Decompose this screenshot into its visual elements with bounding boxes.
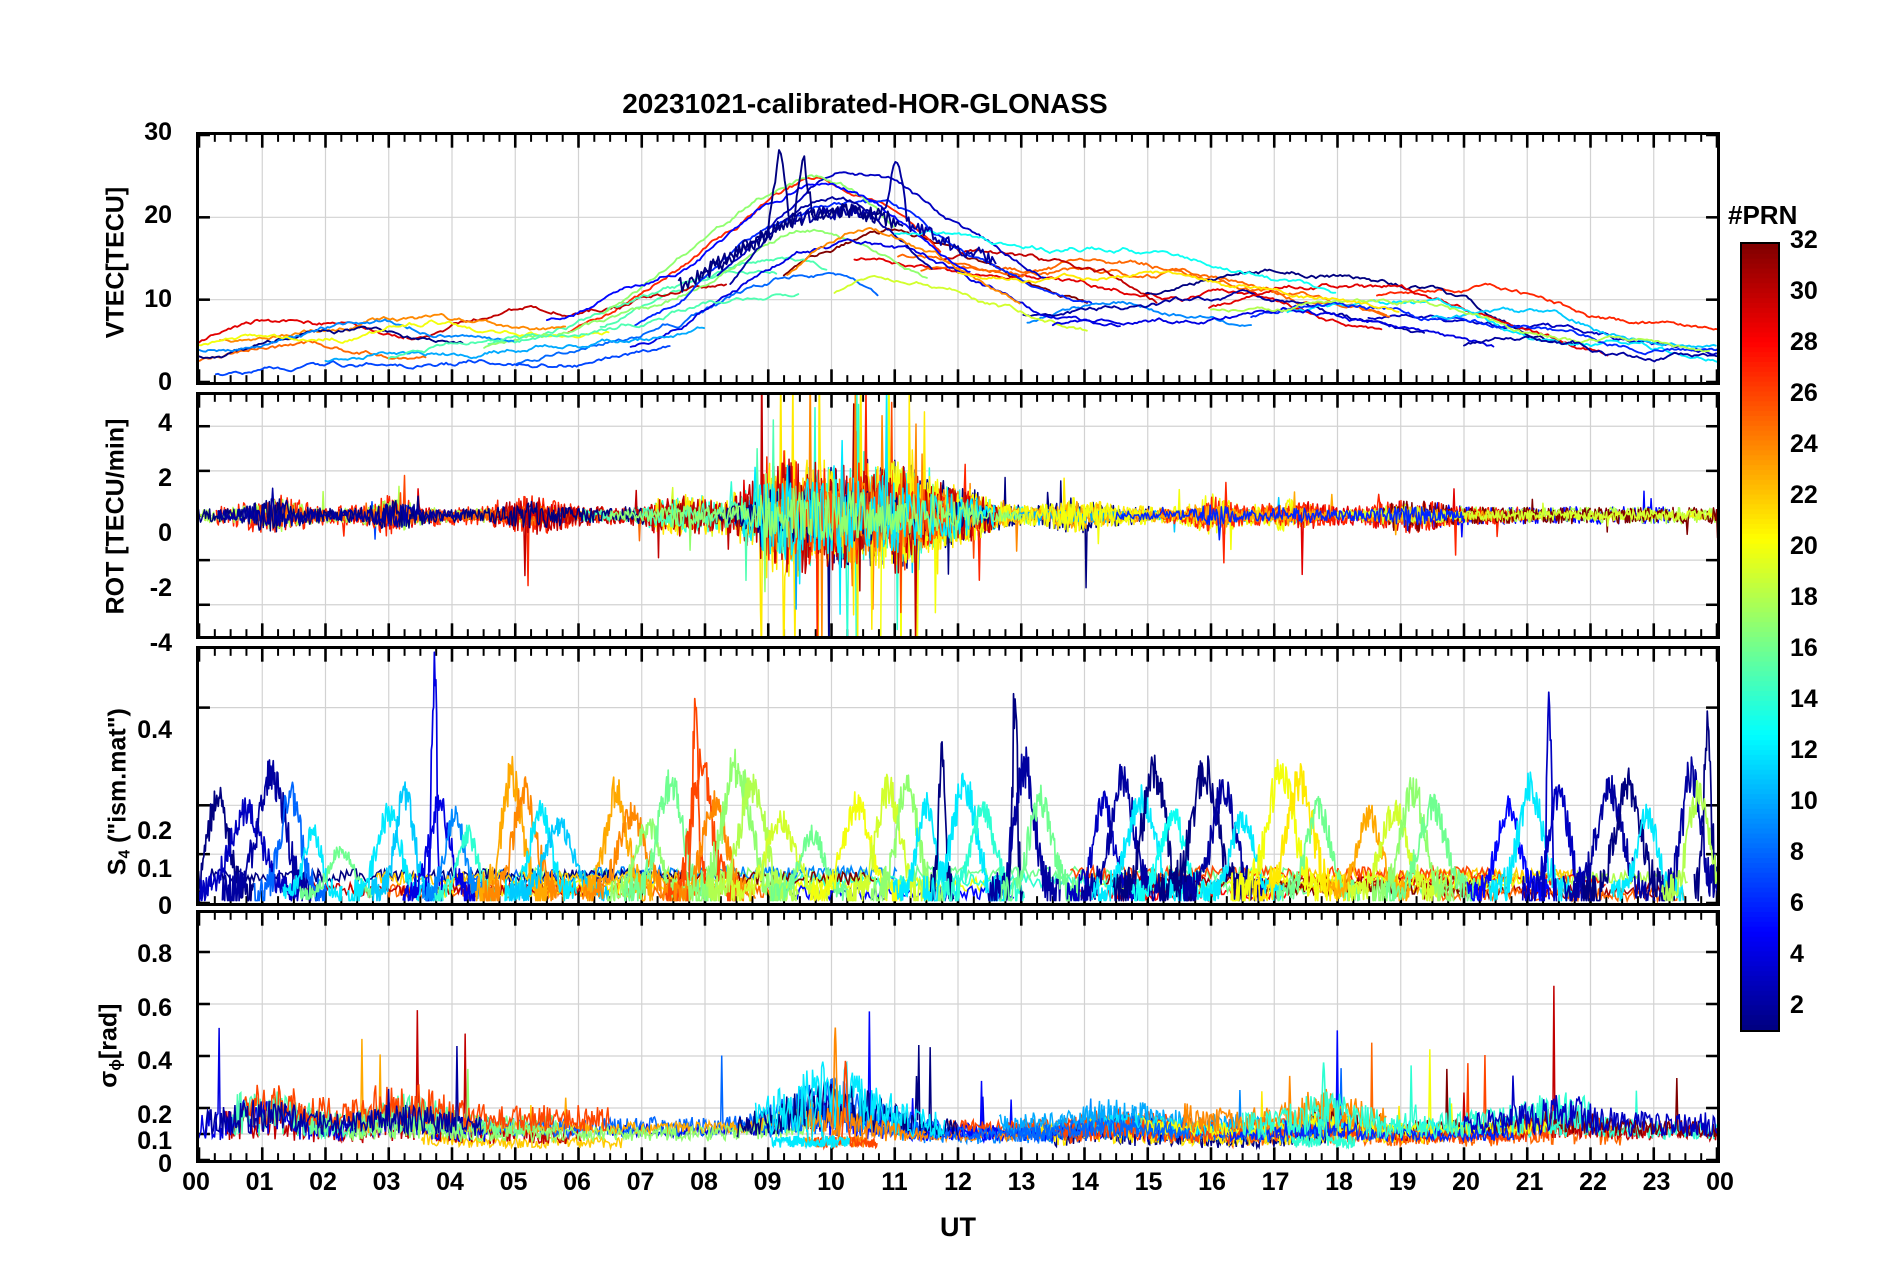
rot-ytick-4: 4 xyxy=(158,409,172,437)
sigmaphi-ytick-0.1: 0.1 xyxy=(137,1127,172,1155)
rot-ytick-0: 0 xyxy=(158,519,172,547)
s4-ytick-0: 0 xyxy=(158,892,172,920)
rot-ytick-neg2: -2 xyxy=(149,574,172,602)
vtec-axis-label: VTEC[TECU] xyxy=(101,186,130,339)
x-tick-20: 20 xyxy=(1452,1168,1480,1196)
colorbar-tick-6: 6 xyxy=(1790,888,1804,917)
colorbar-tick-4: 4 xyxy=(1790,939,1804,968)
panel-vtec xyxy=(196,132,1720,385)
vtec-ytick-30: 30 xyxy=(144,118,172,146)
x-tick-3: 03 xyxy=(372,1168,401,1196)
x-tick-0: 00 xyxy=(182,1168,210,1196)
sigmaphi-ytick-0.8: 0.8 xyxy=(137,940,172,968)
s4-ytick-0.1: 0.1 xyxy=(137,855,172,883)
x-tick-21: 21 xyxy=(1515,1168,1544,1196)
panel-rot xyxy=(196,392,1720,639)
s4-ytick-0.4: 0.4 xyxy=(137,716,172,744)
colorbar-tick-30: 30 xyxy=(1790,277,1818,305)
x-tick-18: 18 xyxy=(1325,1168,1353,1196)
rot-ytick-neg4: -4 xyxy=(149,629,172,657)
sigmaphi-ytick-0.2: 0.2 xyxy=(137,1101,172,1129)
s4-plot-area xyxy=(199,649,1717,903)
colorbar-tick-18: 18 xyxy=(1790,582,1818,611)
x-tick-10: 10 xyxy=(817,1168,845,1196)
x-tick-19: 19 xyxy=(1388,1168,1417,1196)
colorbar-tick-24: 24 xyxy=(1790,429,1818,458)
x-tick-5: 05 xyxy=(499,1168,528,1196)
sigmaphi-ytick-0.6: 0.6 xyxy=(137,994,172,1022)
colorbar-tick-12: 12 xyxy=(1790,735,1818,764)
x-tick-11: 11 xyxy=(881,1168,908,1196)
colorbar-tick-32: 32 xyxy=(1790,226,1818,254)
x-tick-16: 16 xyxy=(1198,1168,1226,1196)
colorbar-tick-22: 22 xyxy=(1790,480,1818,509)
x-tick-15: 15 xyxy=(1134,1168,1163,1196)
x-tick-9: 09 xyxy=(753,1168,782,1196)
rot-plot-area xyxy=(199,395,1717,636)
x-tick-7: 07 xyxy=(626,1168,655,1196)
x-tick-6: 06 xyxy=(563,1168,591,1196)
vtec-ytick-0: 0 xyxy=(158,368,172,396)
colorbar-tick-26: 26 xyxy=(1790,378,1818,407)
colorbar-tick-2: 2 xyxy=(1790,990,1804,1019)
colorbar-tick-16: 16 xyxy=(1790,633,1818,662)
panel-s4 xyxy=(196,646,1720,906)
colorbar-gradient xyxy=(1742,244,1778,1031)
colorbar-tick-8: 8 xyxy=(1790,837,1804,866)
sigmaphi-ytick-0: 0 xyxy=(158,1150,172,1178)
panel-sigma-phi xyxy=(196,910,1720,1163)
colorbar-tick-10: 10 xyxy=(1790,786,1818,815)
x-tick-2: 02 xyxy=(309,1168,337,1196)
colorbar-title: #PRN xyxy=(1728,200,1798,230)
vtec-ytick-10: 10 xyxy=(144,285,172,313)
colorbar-tick-28: 28 xyxy=(1790,327,1818,356)
x-tick-17: 17 xyxy=(1261,1168,1290,1196)
s4-ytick-0.2: 0.2 xyxy=(137,817,172,845)
colorbar xyxy=(1740,242,1780,1032)
figure-title: 20231021-calibrated-HOR-GLONASS xyxy=(622,88,1108,119)
x-tick-23: 23 xyxy=(1642,1168,1671,1196)
x-tick-22: 22 xyxy=(1579,1168,1607,1196)
x-tick-12: 12 xyxy=(944,1168,972,1196)
sigmaphi-ytick-0.4: 0.4 xyxy=(137,1047,172,1075)
vtec-ytick-20: 20 xyxy=(144,201,172,229)
rot-ytick-2: 2 xyxy=(158,464,172,492)
colorbar-tick-14: 14 xyxy=(1790,684,1818,713)
vtec-plot-area xyxy=(199,135,1717,382)
x-tick-1: 01 xyxy=(245,1168,274,1196)
x-tick-8: 08 xyxy=(690,1168,718,1196)
sigma-phi-plot-area xyxy=(199,913,1717,1160)
x-tick-14: 14 xyxy=(1071,1168,1099,1196)
colorbar-tick-20: 20 xyxy=(1790,531,1818,560)
x-tick-24: 00 xyxy=(1706,1168,1734,1196)
x-axis-label: UT xyxy=(940,1212,976,1242)
x-tick-13: 13 xyxy=(1007,1168,1036,1196)
x-tick-4: 04 xyxy=(436,1168,464,1196)
